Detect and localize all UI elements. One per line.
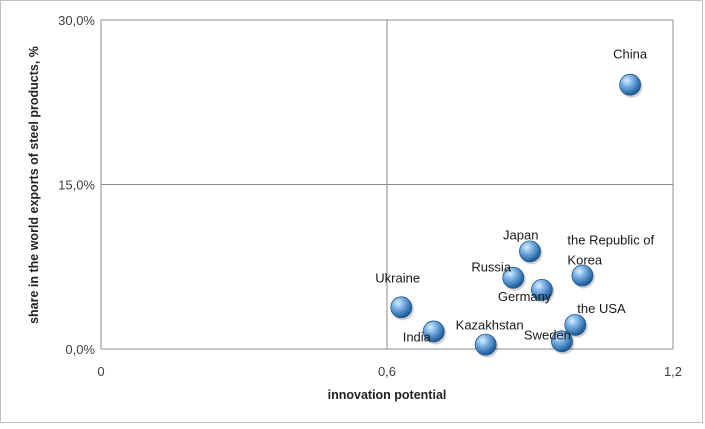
y-tick-label: 15,0% [58,178,95,193]
y-axis-title: share in the world exports of steel prod… [27,46,41,324]
point-the-republic-of-korea [571,264,594,287]
point-labels: China Japan the Republic of Korea Russia Germ… [375,47,654,345]
label-the-usa: the USA [577,301,626,316]
y-tick-label: 0,0% [65,342,95,357]
label-ukraine: Ukraine [375,270,420,285]
y-tick-label: 30,0% [58,13,95,28]
point-japan [519,240,541,263]
label-germany: Germany [498,289,552,304]
point-the-usa [564,313,587,336]
x-tick-label: 1,2 [664,364,682,379]
tick-labels: 0,0% 15,0% 30,0% 0 0,6 1,2 [58,13,682,379]
label-china: China [613,47,648,62]
point-sweden [551,330,573,353]
label-the-republic-of-korea: Korea [567,253,602,268]
label-sweden: Sweden [524,327,571,342]
label-japan: Japan [503,227,538,242]
label-the-republic-of-korea: the Republic of [567,233,654,248]
label-india: India [403,329,432,344]
label-russia: Russia [471,260,512,275]
data-points [390,73,643,358]
x-axis-title: innovation potential [328,388,447,402]
gridlines [101,19,674,349]
point-ukraine [390,296,413,319]
label-kazakhstan: Kazakhstan [456,318,524,333]
point-kazakhstan [474,333,497,356]
x-tick-label: 0 [97,364,104,379]
point-india [422,320,445,343]
point-china [619,73,641,96]
x-tick-label: 0,6 [378,364,396,379]
point-germany [531,278,553,301]
point-russia [502,266,525,289]
axes [100,20,673,350]
